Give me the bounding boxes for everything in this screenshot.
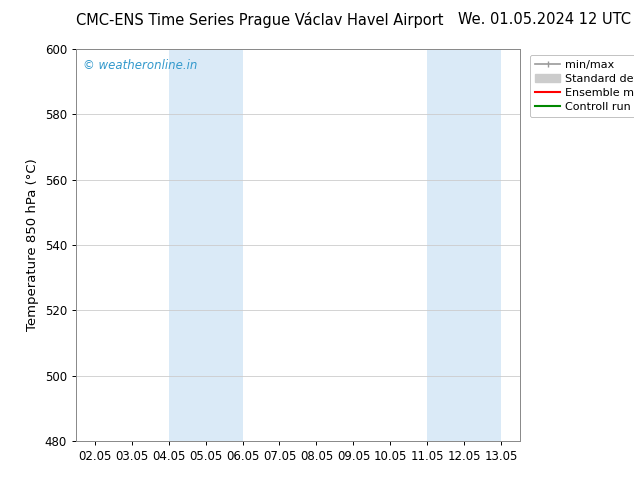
Y-axis label: Temperature 850 hPa (°C): Temperature 850 hPa (°C) [26,159,39,331]
Text: CMC-ENS Time Series Prague Václav Havel Airport: CMC-ENS Time Series Prague Václav Havel … [76,12,444,28]
Text: We. 01.05.2024 12 UTC: We. 01.05.2024 12 UTC [458,12,631,27]
Bar [427,49,501,441]
Text: © weatheronline.in: © weatheronline.in [82,59,197,72]
Legend: min/max, Standard deviation, Ensemble mean run, Controll run: min/max, Standard deviation, Ensemble me… [530,54,634,117]
Bar [169,49,242,441]
